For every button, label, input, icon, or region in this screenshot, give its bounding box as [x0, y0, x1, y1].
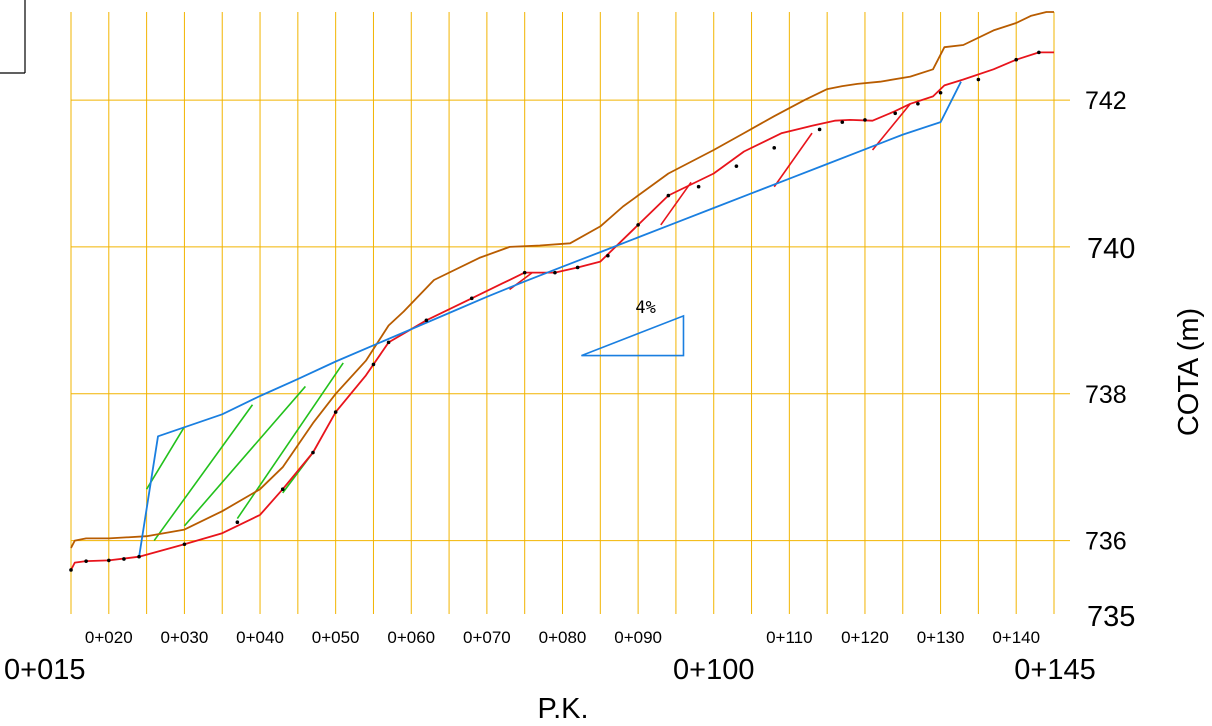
- cut-hatch-line: [773, 132, 813, 188]
- survey-point: [424, 318, 429, 323]
- survey-point: [938, 90, 943, 95]
- survey-point: [84, 559, 88, 563]
- y-tick-labels: 735 736 738 740 742: [1085, 87, 1135, 633]
- survey-point: [772, 146, 777, 150]
- hatch-lines: [145, 103, 911, 542]
- survey-point: [311, 450, 315, 455]
- survey-point: [916, 101, 920, 106]
- survey-point: [386, 340, 391, 345]
- survey-point: [976, 77, 981, 82]
- x-tick-label: 0+020: [85, 628, 133, 647]
- slope-marker: 4%: [581, 298, 685, 357]
- survey-point: [235, 520, 240, 525]
- x-tick-label-major: 0+015: [4, 654, 85, 686]
- survey-point: [636, 223, 640, 227]
- x-tick-label: 0+130: [917, 628, 965, 647]
- y-tick-label: 740: [1087, 233, 1135, 265]
- y-tick-label: 736: [1085, 528, 1127, 556]
- survey-point: [333, 410, 338, 414]
- plot-frame: [0, 0, 26, 74]
- survey-point: [606, 253, 610, 258]
- fill-hatch-line: [145, 426, 186, 490]
- x-tick-labels: 0+020 0+030 0+040 0+050 0+060 0+070 0+080 0+090…: [4, 628, 1096, 686]
- survey-point: [575, 265, 580, 270]
- survey-point: [182, 542, 187, 547]
- y-tick-label: 735: [1087, 601, 1135, 633]
- x-tick-label: 0+080: [539, 628, 587, 647]
- y-axis-title: COTA (m): [1173, 308, 1205, 436]
- survey-point: [840, 120, 845, 124]
- survey-point: [893, 111, 898, 116]
- fill-hatch-line: [183, 385, 307, 527]
- x-tick-label: 0+090: [614, 628, 662, 647]
- x-axis-title: P.K.: [537, 693, 588, 725]
- x-tick-label-major: 0+145: [1014, 654, 1095, 686]
- slope-label: 4%: [635, 298, 655, 318]
- x-tick-label: 0+060: [387, 628, 435, 647]
- x-tick-label: 0+120: [841, 628, 889, 647]
- survey-point: [863, 118, 867, 122]
- slope-triangle: [581, 314, 685, 357]
- survey-point: [817, 127, 822, 132]
- survey-point: [1037, 50, 1041, 55]
- survey-point: [137, 554, 141, 559]
- x-tick-label: 0+110: [766, 628, 812, 647]
- fill-hatch-line: [153, 404, 254, 542]
- x-tick-label: 0+040: [236, 628, 284, 647]
- x-tick-label: 0+030: [161, 628, 209, 647]
- survey-point: [696, 184, 701, 189]
- survey-point: [122, 557, 126, 561]
- survey-point: [553, 270, 557, 275]
- survey-point: [522, 270, 527, 275]
- x-tick-label-major: 0+100: [673, 654, 754, 686]
- fill-hatch-line: [236, 362, 344, 520]
- rasante-line: [138, 81, 962, 557]
- survey-point: [280, 487, 285, 491]
- terrain-line: [70, 51, 1054, 571]
- profile-lines: [70, 11, 1054, 571]
- terrain_top-line: [70, 11, 1054, 549]
- survey-point: [1014, 57, 1018, 62]
- cut-hatch-line: [660, 181, 692, 226]
- y-tick-label: 738: [1085, 381, 1127, 409]
- survey-point: [666, 193, 671, 198]
- x-tick-label: 0+050: [312, 628, 360, 647]
- survey-point: [69, 568, 73, 572]
- y-tick-label: 742: [1085, 87, 1127, 115]
- survey-point: [734, 164, 739, 168]
- x-tick-label: 0+140: [992, 628, 1040, 647]
- survey-point: [371, 362, 376, 367]
- survey-point: [107, 558, 111, 563]
- x-tick-label: 0+070: [463, 628, 511, 647]
- survey-points: [69, 50, 1041, 572]
- survey-point: [469, 296, 474, 301]
- grid-lines: [70, 12, 1070, 614]
- cut-hatch-line: [871, 103, 911, 151]
